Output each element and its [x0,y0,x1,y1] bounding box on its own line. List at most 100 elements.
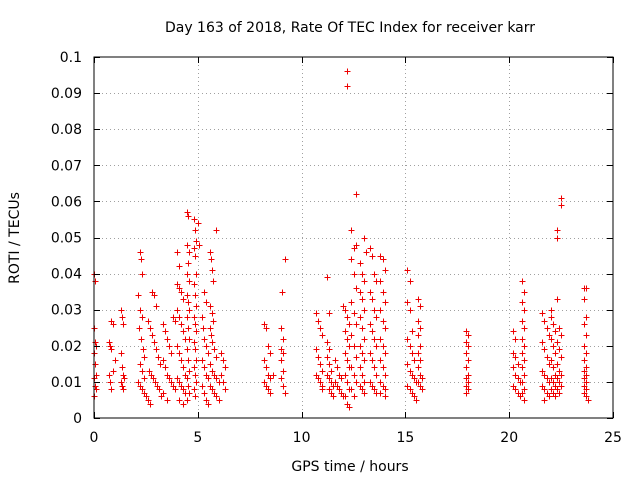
data-point-marker [319,332,326,339]
data-point-marker [512,336,519,343]
data-point-marker [519,336,526,343]
data-point-marker [417,325,424,332]
data-point-marker [357,289,364,296]
data-point-marker [515,361,522,368]
data-point-marker [353,191,360,198]
data-point-marker [326,346,333,353]
data-point-marker [583,314,590,321]
data-point-marker [361,235,368,242]
data-point-marker [186,336,193,343]
data-point-marker [581,375,588,382]
data-point-marker [267,375,274,382]
data-point-marker [353,321,360,328]
data-point-marker [280,336,287,343]
data-point-marker [541,397,548,404]
data-point-marker [107,379,114,386]
data-point-marker [351,343,358,350]
data-point-marker [510,328,517,335]
data-point-marker [216,397,223,404]
data-point-marker [282,390,289,397]
data-point-marker [261,321,268,328]
data-point-marker [361,307,368,314]
data-point-marker [348,332,355,339]
data-point-marker [184,346,191,353]
data-point-marker [213,354,220,361]
data-point-marker [155,354,162,361]
data-point-marker [199,357,206,364]
data-point-marker [118,379,125,386]
data-point-marker [263,325,270,332]
data-point-marker [357,364,364,371]
data-point-marker [199,383,206,390]
data-point-marker [166,375,173,382]
data-point-marker [336,386,343,393]
data-point-marker [176,285,183,292]
data-point-marker [156,386,163,393]
data-point-marker [180,386,187,393]
data-point-marker [521,357,528,364]
data-point-marker [353,242,360,249]
data-point-marker [554,235,561,242]
data-point-marker [367,350,374,357]
data-point-marker [120,321,127,328]
data-point-marker [186,249,193,256]
data-point-marker [363,249,370,256]
data-point-marker [118,307,125,314]
data-point-marker [261,379,268,386]
data-point-marker [541,372,548,379]
data-point-marker [193,271,200,278]
data-point-marker [550,343,557,350]
data-point-marker [326,386,333,393]
data-point-marker [139,271,146,278]
data-point-marker [119,383,126,390]
axis-ticks [94,57,614,419]
data-point-marker [278,375,285,382]
data-point-marker [222,386,229,393]
data-point-marker [185,325,192,332]
data-point-marker [581,368,588,375]
data-point-marker [170,314,177,321]
data-point-marker [371,271,378,278]
data-point-marker [369,296,376,303]
data-point-marker [419,375,426,382]
data-point-marker [203,299,210,306]
data-point-marker [546,332,553,339]
data-point-marker [583,285,590,292]
data-point-marker [193,357,200,364]
data-point-marker [377,253,384,260]
data-point-marker [108,346,115,353]
data-point-marker [377,357,384,364]
data-point-marker [185,357,192,364]
data-point-marker [512,354,519,361]
data-point-marker [348,386,355,393]
data-point-marker [361,357,368,364]
data-point-marker [519,318,526,325]
data-point-marker [465,379,472,386]
data-point-marker [209,339,216,346]
data-point-marker [146,368,153,375]
data-point-marker [417,343,424,350]
data-point-marker [176,350,183,357]
data-point-marker [140,346,147,353]
data-point-marker [186,278,193,285]
data-point-marker [548,357,555,364]
data-point-marker [380,364,387,371]
data-point-marker [554,386,561,393]
data-point-marker [208,256,215,263]
x-tick-label: 25 [604,430,622,446]
data-point-marker [92,383,99,390]
data-point-marker [145,318,152,325]
data-point-marker [373,372,380,379]
data-point-marker [404,336,411,343]
data-point-marker [377,307,384,314]
data-point-marker [153,346,160,353]
data-point-marker [270,372,277,379]
data-point-marker [150,375,157,382]
data-point-marker [558,354,565,361]
data-point-marker [193,303,200,310]
data-point-marker [200,325,207,332]
data-points [91,68,592,411]
data-point-marker [185,383,192,390]
data-point-marker [415,379,422,386]
data-point-marker [521,307,528,314]
